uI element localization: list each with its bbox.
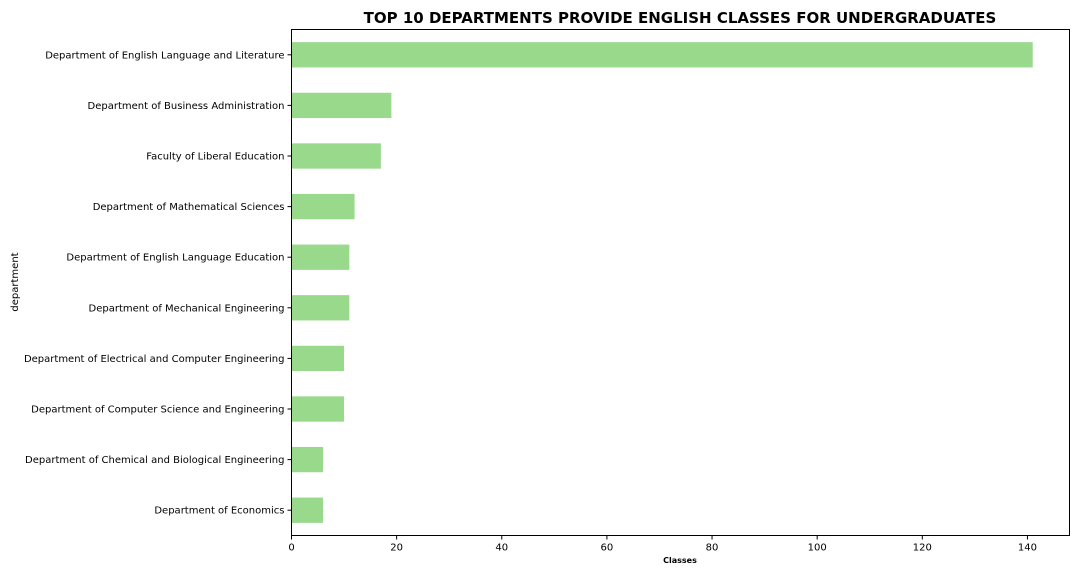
x-tick-label: 140 (1018, 543, 1037, 554)
x-tick-label: 40 (495, 543, 508, 554)
y-axis-label: department (10, 252, 21, 311)
bar (291, 42, 1033, 68)
bar (291, 396, 345, 422)
bar (291, 446, 324, 473)
y-tick-label: Department of Computer Science and Engin… (31, 405, 284, 416)
bar (291, 92, 392, 119)
x-tick-label: 20 (390, 543, 403, 554)
bar (291, 193, 355, 220)
x-tick-label: 0 (288, 543, 294, 554)
bar (291, 295, 350, 321)
plot-frame (291, 29, 1070, 536)
x-tick-label: 80 (706, 543, 719, 554)
y-tick-label: Department of Economics (154, 506, 284, 517)
y-tick-label: Faculty of Liberal Education (146, 152, 284, 163)
bar (291, 143, 381, 169)
x-axis-label: Classes (663, 556, 697, 565)
bar (291, 497, 324, 523)
y-tick-label: Department of Mathematical Sciences (93, 202, 285, 213)
x-tick-label: 60 (601, 543, 614, 554)
y-tick-label: Department of English Language and Liter… (45, 50, 284, 61)
y-tick-label: Department of Chemical and Biological En… (25, 455, 284, 466)
chart-title: TOP 10 DEPARTMENTS PROVIDE ENGLISH CLASS… (364, 9, 997, 27)
y-ticks-group: Department of English Language and Liter… (24, 50, 292, 517)
y-tick-label: Department of English Language Education (66, 253, 284, 264)
bar (291, 244, 350, 270)
y-tick-label: Department of Electrical and Computer En… (24, 354, 285, 365)
bars-group (291, 42, 1033, 523)
x-tick-label: 100 (808, 543, 827, 554)
y-tick-label: Department of Mechanical Engineering (89, 303, 285, 314)
x-ticks-group: 0 20 40 60 80 100 120 140 (288, 535, 1037, 554)
y-tick-label: Department of Business Administration (88, 101, 285, 112)
x-tick-label: 120 (913, 543, 932, 554)
bar (291, 345, 345, 372)
